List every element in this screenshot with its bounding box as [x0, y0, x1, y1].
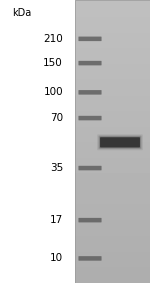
- Text: 17: 17: [50, 215, 63, 225]
- FancyBboxPatch shape: [98, 136, 142, 149]
- Text: 210: 210: [43, 34, 63, 44]
- FancyBboxPatch shape: [78, 61, 102, 65]
- Bar: [75, 0, 150, 283]
- FancyBboxPatch shape: [99, 136, 141, 148]
- Text: 100: 100: [43, 87, 63, 97]
- Bar: [0, 0, 75, 283]
- FancyBboxPatch shape: [78, 90, 102, 95]
- Text: 35: 35: [50, 163, 63, 173]
- FancyBboxPatch shape: [78, 218, 102, 222]
- FancyBboxPatch shape: [78, 256, 102, 261]
- Text: 150: 150: [43, 58, 63, 68]
- Text: kDa: kDa: [12, 8, 31, 18]
- Text: 70: 70: [50, 113, 63, 123]
- FancyBboxPatch shape: [78, 37, 102, 41]
- FancyBboxPatch shape: [78, 116, 102, 120]
- FancyBboxPatch shape: [78, 166, 102, 170]
- FancyBboxPatch shape: [100, 137, 140, 147]
- FancyBboxPatch shape: [97, 134, 143, 150]
- Text: 10: 10: [50, 253, 63, 263]
